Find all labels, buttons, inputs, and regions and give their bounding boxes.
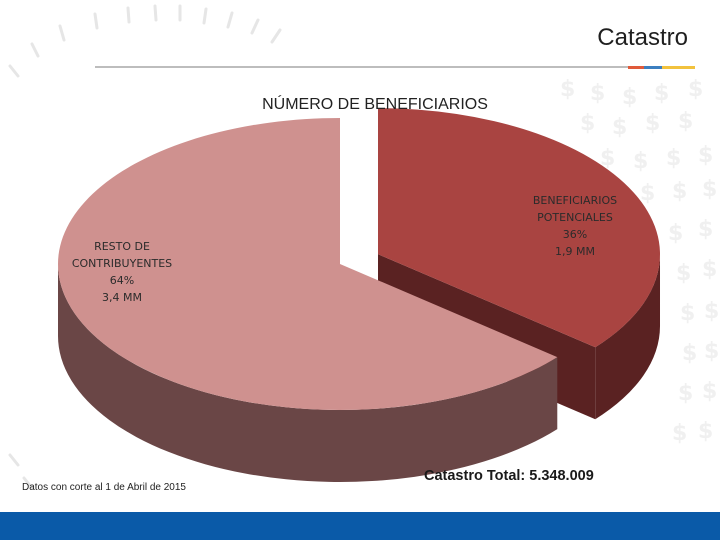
svg-text:$: $ <box>680 301 695 326</box>
svg-text:$: $ <box>590 81 605 106</box>
svg-text:$: $ <box>668 221 683 246</box>
svg-text:$: $ <box>698 143 713 168</box>
svg-text:$: $ <box>698 217 713 242</box>
pie-side-resto-de-contribuyentes <box>58 264 558 482</box>
slice-label-potenciales-line2: POTENCIALES <box>537 211 613 224</box>
slice-label-resto-line2: CONTRIBUYENTES <box>71 257 173 270</box>
accent-segment-yellow <box>662 66 695 69</box>
svg-text:$: $ <box>654 81 669 106</box>
svg-text:$: $ <box>560 77 575 102</box>
svg-text:$: $ <box>645 111 660 136</box>
svg-text:$: $ <box>672 421 687 446</box>
svg-text:$: $ <box>666 146 681 171</box>
slice-label-potenciales: BENEFICIARIOS POTENCIALES 36% 1,9 MM <box>515 192 635 260</box>
slice-label-resto: RESTO DE CONTRIBUYENTES 64% 3,4 MM <box>62 238 182 306</box>
slice-label-resto-value: 3,4 MM <box>102 291 142 304</box>
svg-text:$: $ <box>702 177 717 202</box>
svg-text:$: $ <box>640 181 655 206</box>
svg-text:$: $ <box>698 419 713 444</box>
svg-text:$: $ <box>612 115 627 140</box>
svg-text:$: $ <box>704 299 719 324</box>
svg-text:$: $ <box>580 111 595 136</box>
svg-text:$: $ <box>678 381 693 406</box>
svg-text:$: $ <box>672 179 687 204</box>
svg-text:$: $ <box>633 149 648 174</box>
svg-text:$: $ <box>682 341 697 366</box>
pie-slice-beneficiarios-potenciales <box>378 108 661 348</box>
slide-title: Catastro <box>597 24 688 51</box>
slice-label-resto-percent: 64% <box>109 274 135 287</box>
svg-text:$: $ <box>678 109 693 134</box>
data-cutoff-note: Datos con corte al 1 de Abril de 2015 <box>22 482 186 493</box>
svg-text:$: $ <box>702 257 717 282</box>
accent-segment-blue <box>644 66 662 69</box>
slice-label-resto-line1: RESTO DE <box>94 240 150 253</box>
svg-text:$: $ <box>704 339 719 364</box>
slice-label-potenciales-percent: 36% <box>562 228 588 241</box>
svg-text:$: $ <box>676 261 691 286</box>
svg-text:$: $ <box>622 85 637 110</box>
slice-label-potenciales-line1: BENEFICIARIOS <box>532 194 618 207</box>
svg-text:$: $ <box>688 77 703 102</box>
title-divider <box>95 66 695 68</box>
chart-title: NÚMERO DE BENEFICIARIOS <box>262 96 488 113</box>
pie-slice-resto-de-contribuyentes <box>57 118 558 411</box>
catastro-total: Catastro Total: 5.348.009 <box>424 468 594 484</box>
svg-text:$: $ <box>702 379 717 404</box>
pie-side-beneficiarios-potenciales <box>595 254 661 420</box>
slice-label-potenciales-value: 1,9 MM <box>555 245 595 258</box>
accent-segment-red <box>628 66 644 69</box>
svg-text:$: $ <box>600 146 615 171</box>
footer-bar <box>0 512 720 540</box>
